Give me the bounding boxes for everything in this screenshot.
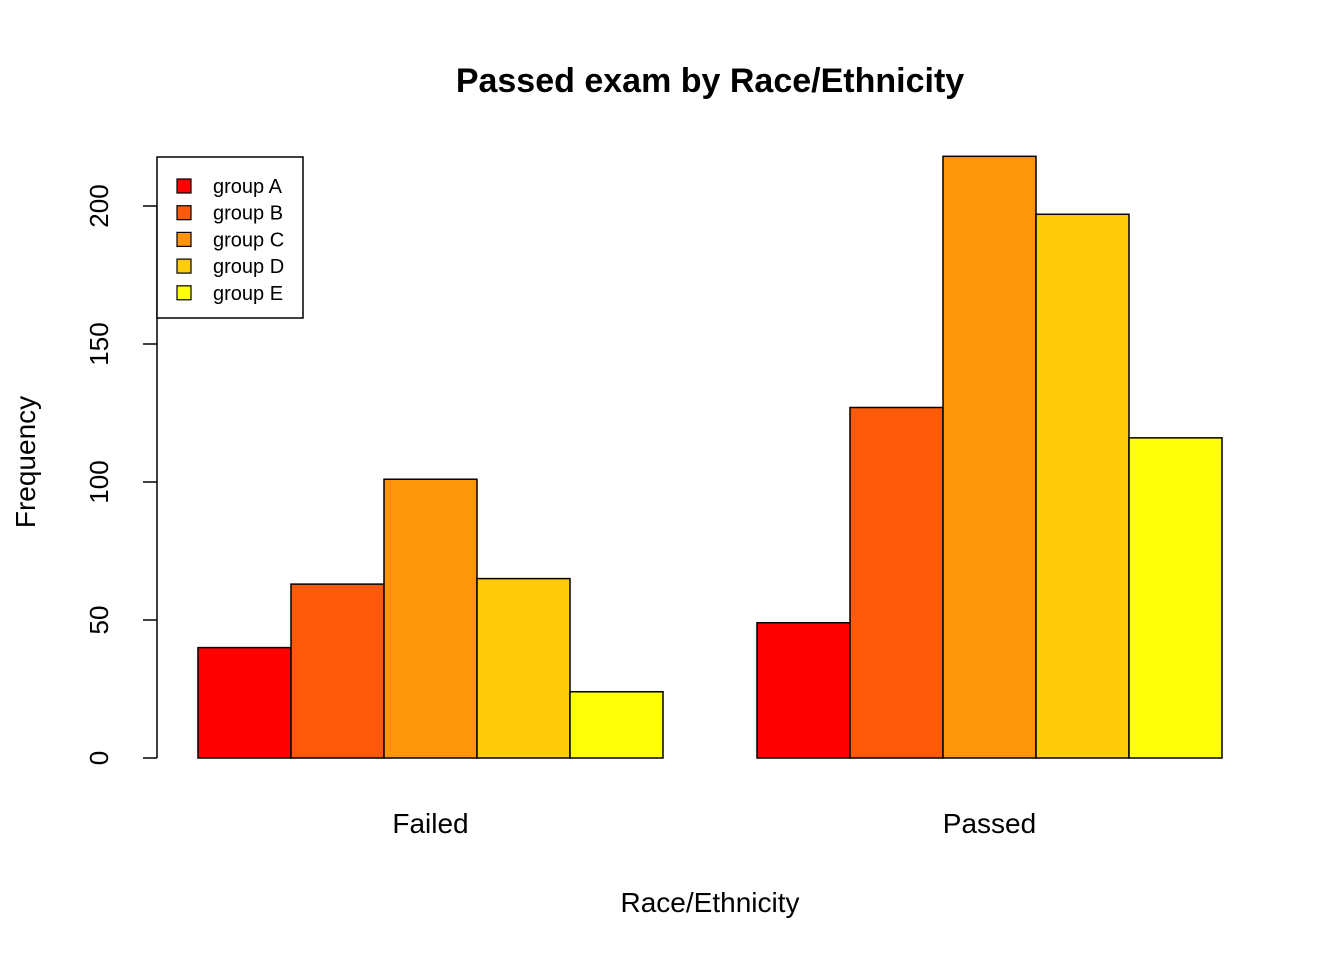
x-tick-label: Failed <box>392 808 468 839</box>
y-tick-label: 200 <box>84 184 114 227</box>
chart-title: Passed exam by Race/Ethnicity <box>456 62 964 100</box>
bar <box>290 583 385 759</box>
legend-swatch <box>176 258 192 274</box>
bar <box>849 406 944 759</box>
legend-swatch <box>176 285 192 301</box>
legend-label: group A <box>213 176 283 198</box>
y-axis: 0 50 100 150 200 <box>84 184 158 765</box>
legend-label: group D <box>213 256 284 278</box>
legend-label: group C <box>213 229 284 251</box>
y-tick-label: 150 <box>84 322 114 365</box>
bar <box>383 478 478 759</box>
legend-swatch <box>176 205 192 221</box>
legend-swatch <box>176 178 192 194</box>
bar <box>569 691 664 759</box>
legend-label: group E <box>213 283 283 305</box>
bar <box>1035 213 1130 759</box>
legend: group A group B group C group D group E <box>156 156 304 319</box>
legend-label: group B <box>213 203 283 225</box>
bar <box>1128 437 1223 759</box>
bar <box>756 622 851 759</box>
x-tick-label: Passed <box>943 808 1036 839</box>
bars <box>197 155 1223 759</box>
category-labels: Failed Passed <box>392 808 1036 839</box>
bar <box>197 646 292 759</box>
bar <box>476 577 571 759</box>
bar <box>942 155 1037 759</box>
y-tick-label: 50 <box>84 606 114 635</box>
x-axis-label: Race/Ethnicity <box>621 887 800 918</box>
y-tick-label: 100 <box>84 460 114 503</box>
legend-swatch <box>176 231 192 247</box>
y-axis-label: Frequency <box>10 396 41 528</box>
y-tick-label: 0 <box>84 751 114 765</box>
